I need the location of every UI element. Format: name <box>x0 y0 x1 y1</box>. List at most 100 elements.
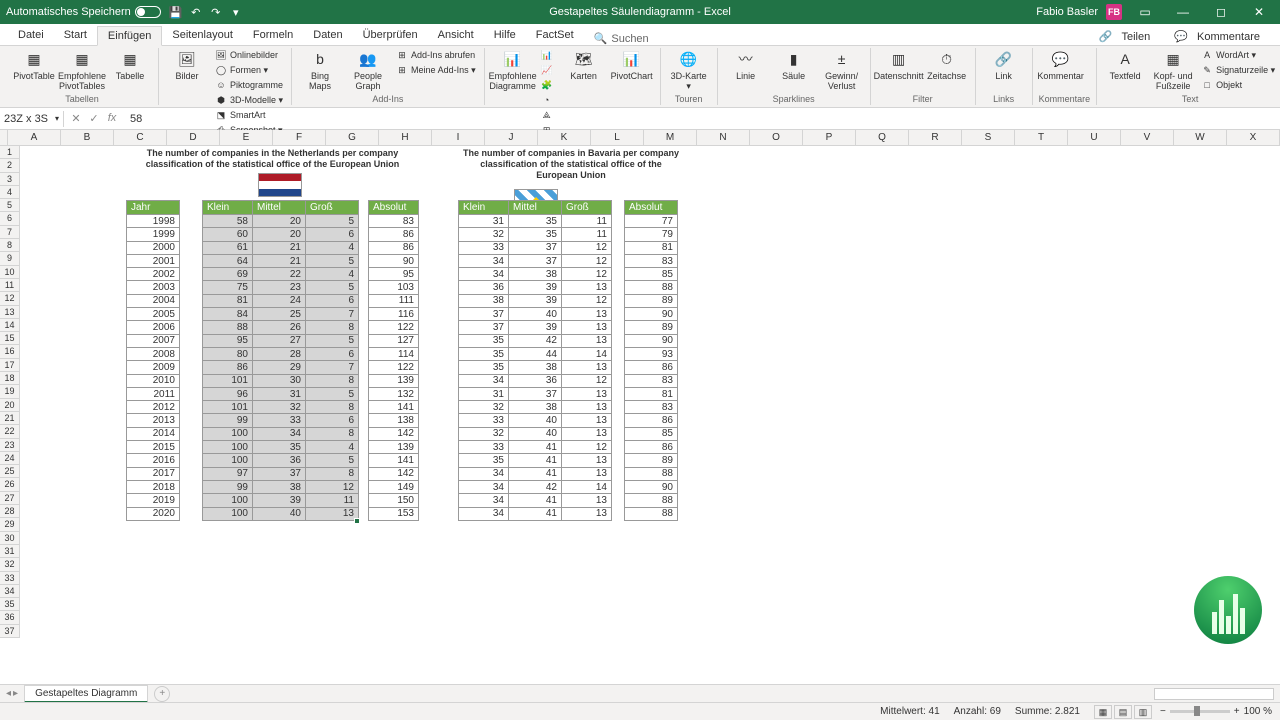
table-cell[interactable]: 4 <box>306 241 359 254</box>
table-cell[interactable]: 116 <box>369 308 419 321</box>
col-header-X[interactable]: X <box>1227 130 1280 145</box>
table-cell[interactable]: 39 <box>509 321 562 334</box>
table-cell[interactable]: 139 <box>369 441 419 454</box>
table-cell[interactable]: 13 <box>562 308 612 321</box>
ribbon-karten[interactable]: 🗺Karten <box>562 48 606 84</box>
col-header-C[interactable]: C <box>114 130 167 145</box>
table-cell[interactable]: 85 <box>625 268 678 281</box>
table-cell[interactable]: 2003 <box>127 281 180 294</box>
table-cell[interactable]: 122 <box>369 321 419 334</box>
ribbon--[interactable]: 📈 <box>539 63 558 77</box>
table-cell[interactable]: 33 <box>253 414 306 427</box>
table-cell[interactable]: 2000 <box>127 241 180 254</box>
accept-formula-icon[interactable]: ✓ <box>86 112 102 125</box>
table-cell[interactable]: 88 <box>625 281 678 294</box>
table-cell[interactable]: 41 <box>509 454 562 467</box>
ribbon-kopf-und-fu-zeile[interactable]: ▦Kopf- und Fußzeile <box>1151 48 1195 94</box>
col-header-F[interactable]: F <box>273 130 326 145</box>
table-cell[interactable]: 12 <box>562 441 612 454</box>
table-cell[interactable]: 2006 <box>127 321 180 334</box>
table-cell[interactable]: 13 <box>562 494 612 507</box>
table-cell[interactable]: 93 <box>625 347 678 360</box>
menu-tab-datei[interactable]: Datei <box>8 26 54 45</box>
table-cell[interactable]: 35 <box>459 347 509 360</box>
menu-tab-factset[interactable]: FactSet <box>526 26 584 45</box>
qat-more-icon[interactable]: ▾ <box>229 5 243 19</box>
table-cell[interactable]: 111 <box>369 294 419 307</box>
table-cell[interactable]: 5 <box>306 334 359 347</box>
table-cell[interactable]: 69 <box>203 268 253 281</box>
table-cell[interactable]: 13 <box>306 507 359 520</box>
row-header[interactable]: 33 <box>0 572 20 585</box>
table-cell[interactable]: 38 <box>459 294 509 307</box>
table-cell[interactable]: 86 <box>625 361 678 374</box>
zoom-slider[interactable] <box>1170 710 1230 713</box>
row-header[interactable]: 15 <box>0 332 20 345</box>
table-cell[interactable]: 2020 <box>127 507 180 520</box>
table-cell[interactable]: 12 <box>562 374 612 387</box>
row-header[interactable]: 36 <box>0 611 20 624</box>
table-cell[interactable]: 90 <box>625 308 678 321</box>
tab-nav-prev-icon[interactable]: ◂ <box>6 688 11 699</box>
menu-tab-daten[interactable]: Daten <box>303 26 352 45</box>
row-header[interactable]: 29 <box>0 518 20 531</box>
table-cell[interactable]: 21 <box>253 241 306 254</box>
table-cell[interactable]: 5 <box>306 215 359 228</box>
table-cell[interactable]: 8 <box>306 427 359 440</box>
table-cell[interactable]: 37 <box>509 387 562 400</box>
table-cell[interactable]: 34 <box>459 268 509 281</box>
col-header-B[interactable]: B <box>61 130 114 145</box>
comments-button[interactable]: 💬 Kommentare <box>1168 28 1272 45</box>
table-cell[interactable]: 40 <box>509 414 562 427</box>
col-header-O[interactable]: O <box>750 130 803 145</box>
table-cell[interactable]: 81 <box>625 241 678 254</box>
table-cell[interactable]: 37 <box>509 254 562 267</box>
table-cell[interactable]: 8 <box>306 374 359 387</box>
table-cell[interactable]: 64 <box>203 254 253 267</box>
zoom-in-icon[interactable]: + <box>1234 706 1240 717</box>
table-cell[interactable]: 5 <box>306 281 359 294</box>
table-cell[interactable]: 11 <box>562 215 612 228</box>
row-header[interactable]: 28 <box>0 505 20 518</box>
table-cell[interactable]: 83 <box>625 401 678 414</box>
table-cell[interactable]: 26 <box>253 321 306 334</box>
table-cell[interactable]: 13 <box>562 454 612 467</box>
table-cell[interactable]: 34 <box>459 494 509 507</box>
cancel-formula-icon[interactable]: ✕ <box>68 112 84 125</box>
table-cell[interactable]: 32 <box>253 401 306 414</box>
table-cell[interactable]: 142 <box>369 467 419 480</box>
ribbon-datenschnitt[interactable]: ▥Datenschnitt <box>877 48 921 84</box>
table-cell[interactable]: 38 <box>509 361 562 374</box>
table-cell[interactable]: 79 <box>625 228 678 241</box>
row-header[interactable]: 25 <box>0 465 20 478</box>
menu-tab-formeln[interactable]: Formeln <box>243 26 303 45</box>
autosave-toggle[interactable]: Automatisches Speichern <box>6 6 161 18</box>
table-cell[interactable]: 34 <box>459 254 509 267</box>
table-cell[interactable]: 38 <box>509 401 562 414</box>
table-cell[interactable]: 86 <box>369 228 419 241</box>
table-cell[interactable]: 21 <box>253 254 306 267</box>
row-header[interactable]: 11 <box>0 279 20 292</box>
maximize-icon[interactable]: ◻ <box>1206 5 1236 19</box>
table-cell[interactable]: 6 <box>306 414 359 427</box>
ribbon-3d-modelle-[interactable]: ⬢3D-Modelle ▾ <box>213 93 285 107</box>
table-cell[interactable]: 2017 <box>127 467 180 480</box>
table-cell[interactable]: 2007 <box>127 334 180 347</box>
table-cell[interactable]: 37 <box>253 467 306 480</box>
row-header[interactable]: 10 <box>0 266 20 279</box>
table-cell[interactable]: 28 <box>253 347 306 360</box>
row-header[interactable]: 3 <box>0 173 20 186</box>
table-cell[interactable]: 101 <box>203 401 253 414</box>
table-cell[interactable]: 35 <box>459 454 509 467</box>
table-cell[interactable]: 38 <box>253 480 306 493</box>
table-cell[interactable]: 4 <box>306 268 359 281</box>
col-header-G[interactable]: G <box>326 130 379 145</box>
table-cell[interactable]: 141 <box>369 454 419 467</box>
table-cell[interactable]: 86 <box>625 441 678 454</box>
table-cell[interactable]: 42 <box>509 480 562 493</box>
table-cell[interactable]: 2013 <box>127 414 180 427</box>
table-cell[interactable]: 2015 <box>127 441 180 454</box>
col-header-V[interactable]: V <box>1121 130 1174 145</box>
table-cell[interactable]: 2011 <box>127 387 180 400</box>
table-cell[interactable]: 88 <box>625 507 678 520</box>
